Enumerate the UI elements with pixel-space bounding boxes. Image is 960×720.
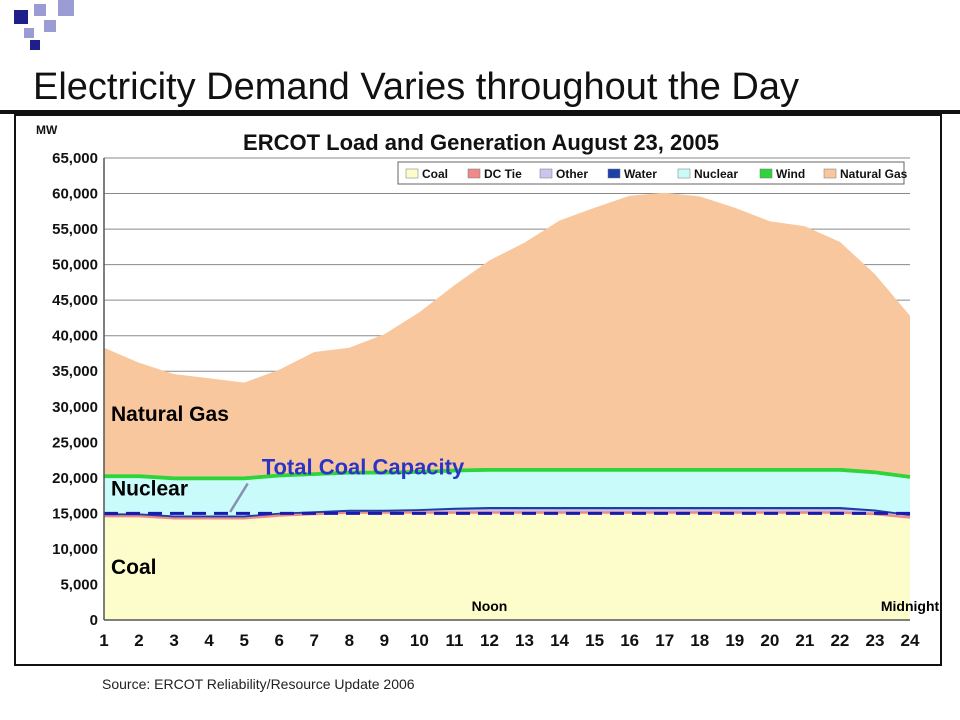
deco-square-light-4	[24, 28, 34, 38]
y-axis-label: MW	[36, 123, 58, 137]
annotation-nuclear: Nuclear	[111, 478, 188, 501]
title-rule	[0, 110, 960, 114]
deco-square-dark-2	[30, 40, 40, 50]
legend-swatch-other	[539, 168, 553, 179]
deco-square-light-3	[44, 20, 56, 32]
y-tick-label: 65,000	[52, 150, 98, 167]
y-tick-label: 20,000	[52, 470, 98, 487]
y-tick-label: 55,000	[52, 221, 98, 238]
legend-label-natural-gas: Natural Gas	[840, 167, 908, 181]
axis-layer: 0 5,000 10,000 15,000 20,000 25,000 30,000 35,0…	[52, 150, 920, 650]
legend-swatch-coal	[405, 168, 419, 179]
band-line-water	[104, 506, 911, 518]
slide-title: Electricity Demand Varies throughout the…	[33, 66, 799, 108]
x-tick-label: 14	[550, 631, 569, 650]
annotation-noon: Noon	[472, 598, 508, 614]
deco-square-dark-1	[14, 10, 28, 24]
x-tick-label: 7	[310, 631, 319, 650]
x-tick-label: 13	[515, 631, 534, 650]
y-tick-label: 0	[90, 612, 98, 629]
annotation-natural-gas: Natural Gas	[111, 403, 229, 426]
y-tick-label: 10,000	[52, 541, 98, 558]
coal-capacity-pointer	[229, 482, 249, 513]
x-tick-label: 1	[99, 631, 108, 650]
x-tick-label: 4	[204, 631, 214, 650]
x-tick-label: 15	[585, 631, 604, 650]
x-tick-label: 5	[239, 631, 248, 650]
legend-box	[397, 161, 905, 185]
x-tick-label: 20	[760, 631, 779, 650]
annotation-coal: Coal	[111, 556, 157, 579]
annotation-total-coal-capacity: Total Coal Capacity	[262, 454, 465, 479]
legend-swatch-dc-tie	[467, 168, 481, 179]
legend-swatch-nuclear	[677, 168, 691, 179]
annotation-layer: Natural Gas Nuclear Coal Total Coal Capacit…	[111, 403, 939, 614]
legend-label-coal: Coal	[422, 167, 448, 181]
y-tick-label: 40,000	[52, 328, 98, 345]
legend-label-wind: Wind	[776, 167, 805, 181]
y-tick-label: 5,000	[60, 576, 98, 593]
source-note: Source: ERCOT Reliability/Resource Updat…	[102, 676, 415, 692]
y-tick-label: 30,000	[52, 399, 98, 416]
legend-label-dc-tie: DC Tie	[484, 167, 522, 181]
y-tick-label: 15,000	[52, 505, 98, 522]
band-line-wind	[104, 467, 911, 481]
legend-label-other: Other	[556, 167, 588, 181]
x-tick-label: 17	[655, 631, 674, 650]
x-tick-label: 24	[901, 631, 920, 650]
legend-swatch-water	[607, 168, 621, 179]
x-tick-label: 9	[380, 631, 389, 650]
x-tick-label: 12	[480, 631, 499, 650]
legend-swatch-wind	[759, 168, 773, 179]
area-coal	[104, 513, 910, 620]
chart-title: ERCOT Load and Generation August 23, 200…	[243, 130, 719, 155]
x-tick-label: 23	[865, 631, 884, 650]
x-tick-label: 16	[620, 631, 639, 650]
x-tick-label: 19	[725, 631, 744, 650]
legend-label-water: Water	[624, 167, 657, 181]
ercot-chart: 0 5,000 10,000 15,000 20,000 25,000 30,000 35,0…	[16, 116, 940, 664]
x-tick-label: 2	[134, 631, 143, 650]
y-tick-label: 50,000	[52, 257, 98, 274]
area-nuclear	[104, 471, 910, 516]
area-other	[104, 508, 910, 517]
x-tick-label: 21	[795, 631, 814, 650]
y-tick-label: 35,000	[52, 363, 98, 380]
legend-label-nuclear: Nuclear	[694, 167, 738, 181]
deco-square-light-2	[58, 0, 74, 16]
x-tick-label: 8	[345, 631, 354, 650]
y-tick-label: 60,000	[52, 186, 98, 203]
legend-swatch-natural-gas	[823, 168, 837, 179]
y-tick-label: 45,000	[52, 292, 98, 309]
x-tick-label: 22	[830, 631, 849, 650]
x-tick-label: 11	[445, 631, 463, 650]
x-tick-label: 10	[410, 631, 429, 650]
legend-layer: Coal DC Tie Other Water Nuclear Wind Natural G…	[397, 161, 908, 185]
chart-frame: 0 5,000 10,000 15,000 20,000 25,000 30,000 35,0…	[14, 114, 942, 666]
y-tick-label: 25,000	[52, 434, 98, 451]
x-tick-label: 3	[169, 631, 178, 650]
area-layer	[104, 192, 911, 620]
x-tick-label: 6	[274, 631, 283, 650]
deco-square-light-1	[34, 4, 46, 16]
x-tick-label: 18	[690, 631, 709, 650]
annotation-midnight: Midnight	[881, 598, 940, 614]
area-natural-gas	[104, 192, 910, 477]
